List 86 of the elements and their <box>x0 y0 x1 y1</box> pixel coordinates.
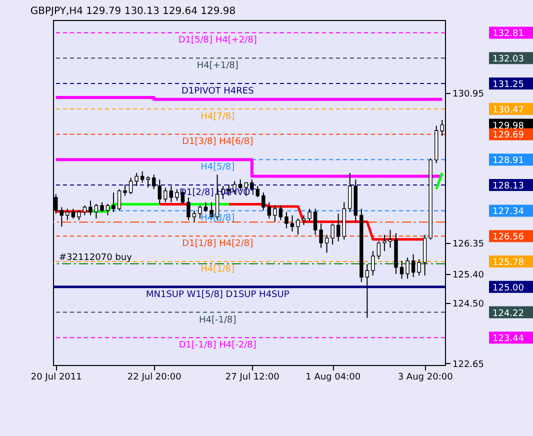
candlestick <box>198 205 202 220</box>
candlestick <box>336 213 340 242</box>
candlestick <box>164 187 168 203</box>
candlestick <box>278 205 283 221</box>
candlestick <box>158 178 162 204</box>
candlestick <box>313 208 318 236</box>
y2-tick-label: 127.34 <box>492 207 524 218</box>
candlestick <box>88 200 92 216</box>
y2-tick-label: 125.78 <box>492 258 524 268</box>
candlestick <box>71 208 76 220</box>
candlestick <box>290 214 294 232</box>
candlestick <box>267 202 272 220</box>
ref-line-label: H4[+1/8] <box>196 61 238 72</box>
candlestick <box>262 192 266 211</box>
ref-line-label: D1[3/8] H4[6/8] <box>182 137 254 148</box>
candlestick <box>417 258 421 276</box>
x-tick-label: 22 Jul 20:00 <box>127 372 182 382</box>
x-tick-label: 3 Aug 20:00 <box>398 372 454 382</box>
y2-tick-label: 123.44 <box>492 334 524 344</box>
candlestick <box>112 192 116 213</box>
candlestick <box>106 203 110 216</box>
y2-tick-label: 125.00 <box>492 283 524 294</box>
candlestick <box>128 177 133 195</box>
candlestick <box>382 234 386 252</box>
candlestick <box>134 172 138 186</box>
ref-line-label: D1[-1/8] H4[-2/8] <box>178 340 256 351</box>
y-tick-label: 126.35 <box>452 239 484 250</box>
x-tick-label: 27 Jul 12:00 <box>225 372 280 382</box>
candlestick <box>330 222 334 246</box>
y2-tick-label: 130.47 <box>492 105 524 116</box>
candlestick <box>296 218 300 236</box>
candlestick <box>169 185 174 203</box>
candlestick <box>319 222 323 248</box>
candlestick <box>123 184 127 196</box>
y2-tick-label: 131.25 <box>492 80 524 90</box>
y-tick-label: 130.95 <box>452 90 484 100</box>
ref-line-label: D1PIVOT H4RES <box>181 86 254 96</box>
ref-line-label: D1[5/8] H4[+2/8] <box>178 36 257 46</box>
candlestick <box>273 205 277 222</box>
ref-line-label: H4[-1/8] <box>199 315 236 326</box>
ref-line-label: #32112070 buy <box>59 252 133 263</box>
ref-line-label: MN1SUP W1[5/8] D1SUP H4SUP <box>146 290 290 300</box>
candlestick <box>308 208 312 222</box>
candlestick <box>371 250 375 276</box>
y-tick-label: 125.40 <box>452 270 484 280</box>
candlestick <box>186 196 190 221</box>
y2-tick-label: 124.22 <box>492 308 524 319</box>
candlestick <box>117 188 122 211</box>
candlestick <box>406 257 410 280</box>
candlestick <box>77 210 81 221</box>
y2-tick-label: 129.69 <box>492 130 524 141</box>
candlestick <box>60 206 64 228</box>
y2-tick-label: 126.56 <box>492 232 524 243</box>
y-tick-label: 122.65 <box>452 360 484 370</box>
candlestick <box>100 202 104 213</box>
candlestick <box>376 240 381 260</box>
x-tick-label: 1 Aug 04:00 <box>306 372 361 382</box>
x-tick-label: 20 Jul 2011 <box>30 372 82 382</box>
chart-title: GBPJPY,H4 129.79 130.13 129.64 129.98 <box>30 6 236 17</box>
candlestick <box>82 205 87 216</box>
candlestick <box>204 202 208 213</box>
candlestick <box>302 214 306 226</box>
ref-line-label: H4[1/8] <box>200 264 235 274</box>
candlestick <box>94 203 98 220</box>
candlestick <box>146 176 150 188</box>
candlestick <box>66 208 70 221</box>
candlestick <box>175 188 179 202</box>
y-tick-label: 124.50 <box>452 300 484 310</box>
candlestick <box>348 172 352 213</box>
candlestick <box>192 210 196 222</box>
candlestick <box>365 264 370 318</box>
candlestick <box>400 260 404 280</box>
ref-line-label: H4[5/8] <box>200 162 235 173</box>
candlestick <box>284 212 288 229</box>
ref-line-label: D1[1/8] H4[2/8] <box>182 239 254 250</box>
candlestick <box>140 170 144 184</box>
y2-tick-label: 128.91 <box>492 156 524 166</box>
y2-tick-label: 132.81 <box>492 29 524 40</box>
y2-tick-label: 132.03 <box>492 54 524 65</box>
candlestick <box>256 185 260 198</box>
candlestick <box>411 254 416 278</box>
candlestick <box>324 234 329 254</box>
candlestick <box>152 174 156 190</box>
y2-tick-label: 128.13 <box>492 182 524 192</box>
ref-line-label: H4[3/8] <box>200 214 235 224</box>
ref-line-label: H4[7/8] <box>200 112 235 122</box>
